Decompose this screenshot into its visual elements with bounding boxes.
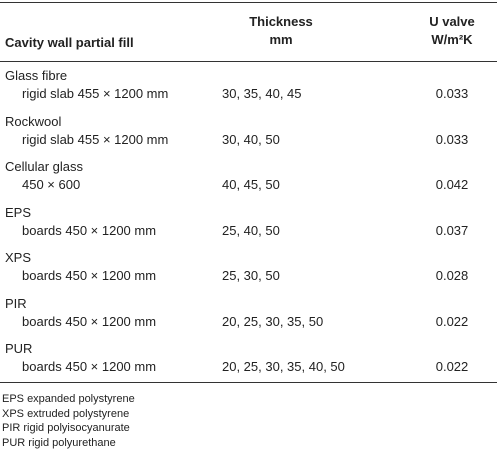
u-value: 0.033 [435,131,469,147]
u-value: 0.022 [435,359,469,374]
thickness: 20, 25, 30, 35, 50 [222,313,324,329]
material-size: boards 450 × 1200 mm [22,222,157,238]
material-size: rigid slab 455 × 1200 mm [22,86,169,101]
material-name: Rockwool [5,113,62,129]
material-name: PUR [5,341,33,356]
u-value: 0.028 [435,268,469,283]
u-value: 0.033 [435,86,469,101]
top-rule [0,2,497,3]
material-name: XPS [5,250,32,265]
thickness: 25, 40, 50 [222,222,280,238]
u-value: 0.022 [435,313,469,329]
material-size: boards 450 × 1200 mm [22,313,157,329]
material-name: Cellular glass [5,159,84,174]
footnote: EPS expanded polystyrene [2,393,135,405]
header-cell: U valve [429,14,475,29]
thickness: 25, 30, 50 [222,268,280,283]
material-name: PIR [5,295,27,311]
footnote: XPS extruded polystyrene [2,407,130,420]
material-size: boards 450 × 1200 mm [22,359,157,374]
footnote: PIR rigid polyisocyanurate [2,422,130,434]
material-name: EPS [5,204,32,220]
header-cell: W/m²K [431,32,473,47]
header-rule [0,61,497,62]
thickness: 30, 40, 50 [222,131,280,147]
u-value: 0.037 [435,222,469,238]
thickness: 40, 45, 50 [222,177,280,192]
bottom-rule [0,382,497,383]
material-size: rigid slab 455 × 1200 mm [22,131,169,147]
header-cell: Thickness [249,14,313,29]
thickness: 20, 25, 30, 35, 40, 50 [222,359,345,374]
header-cell: Cavity wall partial fill [5,35,134,50]
material-name: Glass fibre [5,68,68,83]
material-size: 450 × 600 [22,177,81,192]
u-value: 0.042 [435,177,469,192]
material-size: boards 450 × 1200 mm [22,268,157,283]
header-cell: mm [269,32,293,47]
thickness: 30, 35, 40, 45 [222,86,302,101]
footnote: PUR rigid polyurethane [2,436,116,449]
